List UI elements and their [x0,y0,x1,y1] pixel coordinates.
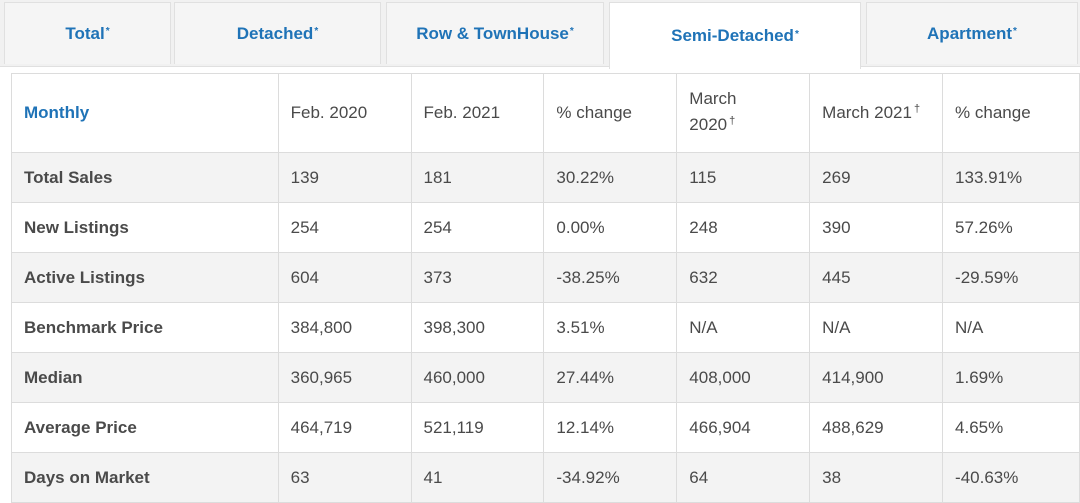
table-cell: 254 [410,202,545,253]
row-label: Median [11,352,279,403]
tab-total[interactable]: Total * [4,2,171,64]
header-march-2020: March 2020 † [676,73,811,153]
table-cell: N/A [676,302,811,353]
table-cell: 63 [277,452,412,503]
tab-label: Total [65,23,105,43]
table-cell: 384,800 [277,302,412,353]
tab-label: Semi-Detached [671,26,794,45]
table-cell: 0.00% [543,202,678,253]
table-row: Average Price 464,719 521,119 12.14% 466,904… [11,402,1080,453]
table-cell: -38.25% [543,252,678,303]
tab-semi-detached[interactable]: Semi-Detached * [609,2,861,69]
tab-mark: * [314,26,319,37]
header-march-2021-label: March 2021 [822,103,912,122]
table-cell: 38 [809,452,944,503]
header-march-2020-line1: March [689,89,737,108]
header-march-2021: March 2021 † [809,73,944,153]
table-cell: 4.65% [942,402,1080,453]
table-cell: 248 [676,202,811,253]
table-cell: -40.63% [942,452,1080,503]
table-row: New Listings 254 254 0.00% 248 390 57.26% [11,202,1080,253]
table-cell: 390 [809,202,944,253]
table-cell: 115 [676,152,811,203]
table-cell: 398,300 [410,302,545,353]
header-change-1: % change [543,73,678,153]
tab-label: Detached [236,23,314,43]
table-cell: 373 [410,252,545,303]
table-cell: 64 [676,452,811,503]
tab-detached[interactable]: Detached * [174,2,381,64]
tab-label: Apartment [927,23,1013,43]
tab-bar: Total * Detached * Row & TownHouse * Semi-D… [0,0,1080,69]
row-label: Benchmark Price [11,302,279,353]
table-cell: 139 [277,152,412,203]
table-cell: -34.92% [543,452,678,503]
table-cell: 3.51% [543,302,678,353]
row-label: Active Listings [11,252,279,303]
dagger-mark: † [913,103,921,115]
table-cell: 460,000 [410,352,545,403]
table-cell: 414,900 [809,352,944,403]
row-label: Days on Market [11,452,279,503]
row-label: Average Price [11,402,279,453]
row-label: Total Sales [11,152,279,203]
table-cell: 30.22% [543,152,678,203]
table-cell: 466,904 [676,402,811,453]
table-cell: -29.59% [942,252,1080,303]
table-cell: 1.69% [942,352,1080,403]
table-row: Median 360,965 460,000 27.44% 408,000 414,900… [11,352,1080,403]
table-row: Active Listings 604 373 -38.25% 632 445 -29.59… [11,252,1080,303]
table-cell: 41 [410,452,545,503]
table-row: Benchmark Price 384,800 398,300 3.51% N/A N/A… [11,302,1080,353]
header-feb-2020: Feb. 2020 [277,73,412,153]
table-cell: 12.14% [543,402,678,453]
table-body: Total Sales 139 181 30.22% 115 269 133.91% New … [11,152,1080,503]
table-row: Days on Market 63 41 -34.92% 64 38 -40.63% [11,452,1080,503]
table-cell: 254 [277,202,412,253]
table-header-row: Monthly Feb. 2020 Feb. 2021 % change Mar… [11,73,1080,153]
header-march-2020-line2-wrap: 2020 † [689,112,797,140]
tab-mark: * [1013,26,1017,37]
dagger-mark: † [729,115,736,127]
tab-mark: * [569,26,574,37]
table-cell: 632 [676,252,811,303]
table-cell: N/A [942,302,1080,353]
table-cell: 360,965 [277,352,412,403]
table-cell: 181 [410,152,545,203]
tab-mark: * [105,26,110,37]
header-march-2020-line2: 2020 [689,115,728,134]
tab-panel: Monthly Feb. 2020 Feb. 2021 % change Mar… [0,66,1080,503]
table-cell: 464,719 [277,402,412,453]
tab-row-townhouse[interactable]: Row & TownHouse * [386,2,604,64]
table-cell: 521,119 [410,402,545,453]
tab-mark: * [794,28,799,40]
table-row: Total Sales 139 181 30.22% 115 269 133.91% [11,152,1080,203]
table-cell: 269 [809,152,944,203]
table-cell: N/A [809,302,944,353]
stats-table: Monthly Feb. 2020 Feb. 2021 % change Mar… [11,73,1080,503]
table-cell: 57.26% [942,202,1080,253]
table-cell: 604 [277,252,412,303]
row-label: New Listings [11,202,279,253]
table-cell: 27.44% [543,352,678,403]
tab-label: Row & TownHouse [416,23,569,43]
table-cell: 445 [809,252,944,303]
table-cell: 133.91% [942,152,1080,203]
table-cell: 408,000 [676,352,811,403]
header-feb-2021: Feb. 2021 [410,73,545,153]
header-monthly: Monthly [11,73,279,153]
header-change-2: % change [942,73,1080,153]
tab-apartment[interactable]: Apartment * [866,2,1078,64]
table-cell: 488,629 [809,402,944,453]
